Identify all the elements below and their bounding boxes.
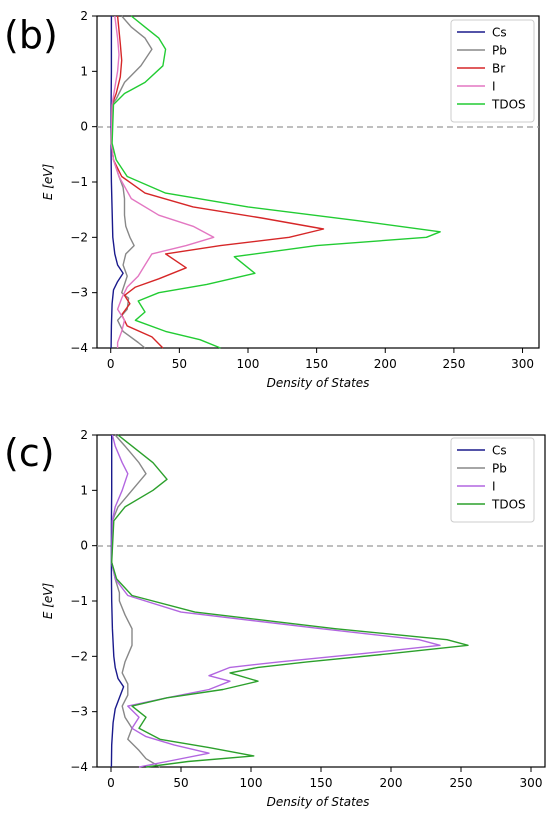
panel-b-ylabel: E [eV] (41, 164, 55, 201)
b-series-cs-line (110, 16, 124, 349)
c-xtick-label: 50 (173, 776, 188, 790)
b-xtick-label: 250 (442, 357, 465, 371)
panel-c: (c) −4 −3 −2 −1 0 1 2 0 50 100 150 200 250 300 E [eV]… (4, 428, 546, 809)
panel-c-legend-box (450, 437, 535, 523)
b-ytick-label: 0 (80, 120, 88, 134)
c-ytick-label: 2 (80, 428, 88, 442)
panel-c-label: (c) (4, 431, 55, 475)
panel-c-legend: Cs Pb I TDOS (450, 437, 535, 523)
b-xtick-label: 300 (511, 357, 534, 371)
b-ytick-label: −4 (70, 341, 88, 355)
b-xtick-label: 0 (107, 357, 115, 371)
b-legend-label-i: I (492, 80, 496, 94)
b-legend-label-tdos: TDOS (491, 98, 526, 112)
panel-c-ylabel: E [eV] (41, 583, 55, 620)
c-series-tdos-line (111, 434, 469, 768)
b-series-tdos-line (111, 15, 441, 349)
c-ytick-label: 1 (80, 483, 88, 497)
b-ytick-label: 1 (80, 64, 88, 78)
c-ytick-label: −1 (70, 594, 88, 608)
panel-b-label: (b) (4, 13, 58, 57)
panel-b-xlabel: Density of States (267, 376, 370, 390)
b-xtick-label: 100 (237, 357, 260, 371)
panel-b-series-group (110, 15, 441, 349)
b-ytick-label: −1 (70, 175, 88, 189)
b-legend-label-cs: Cs (492, 26, 507, 40)
panel-c-xlabel: Density of States (267, 795, 370, 809)
b-xtick-label: 150 (305, 357, 328, 371)
c-ytick-label: 0 (80, 539, 88, 553)
panel-b-ticks: −4 −3 −2 −1 0 1 2 0 50 100 150 200 250 300 (70, 9, 534, 371)
b-ytick-label: −3 (70, 286, 88, 300)
c-xtick-label: 250 (450, 776, 473, 790)
c-ytick-label: −4 (70, 760, 88, 774)
c-legend-label-tdos: TDOS (491, 498, 526, 512)
c-xtick-label: 0 (107, 776, 115, 790)
c-xtick-label: 100 (240, 776, 263, 790)
panel-b-legend: Cs Pb Br I TDOS (450, 19, 535, 123)
c-legend-label-i: I (492, 480, 496, 494)
c-legend-label-pb: Pb (492, 462, 507, 476)
c-series-i-line (111, 434, 441, 768)
b-ytick-label: 2 (80, 9, 88, 23)
panel-b-legend-box (450, 19, 535, 123)
panel-c-series-group (110, 434, 469, 768)
c-series-cs-line (110, 435, 125, 768)
panel-c-ticks: −4 −3 −2 −1 0 1 2 0 50 100 150 200 250 300 (70, 428, 542, 790)
c-ytick-label: −2 (70, 649, 88, 663)
c-xtick-label: 200 (380, 776, 403, 790)
b-series-br-line (110, 15, 325, 349)
b-xtick-label: 200 (374, 357, 397, 371)
c-legend-label-cs: Cs (492, 444, 507, 458)
b-legend-label-br: Br (492, 62, 505, 76)
b-legend-label-pb: Pb (492, 44, 507, 58)
panel-b: (b) −4 −3 −2 −1 0 1 2 0 50 100 150 200 250 300 E [eV]… (4, 9, 540, 390)
c-xtick-label: 150 (310, 776, 333, 790)
b-series-i-line (110, 15, 215, 348)
b-xtick-label: 50 (172, 357, 187, 371)
c-xtick-label: 300 (520, 776, 543, 790)
c-ytick-label: −3 (70, 705, 88, 719)
b-series-pb-line (110, 15, 153, 349)
b-ytick-label: −2 (70, 230, 88, 244)
